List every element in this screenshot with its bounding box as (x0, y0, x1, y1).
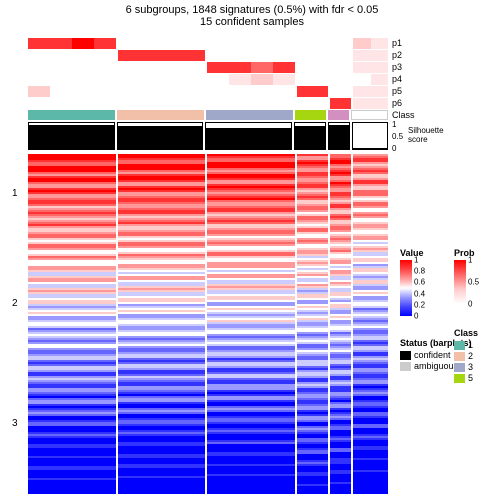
prob-label: p4 (392, 74, 402, 84)
silh-label: Silhouette score (408, 126, 458, 144)
value-legend: Value10.80.60.40.20 (400, 248, 424, 316)
class-legend: Class1235 (454, 328, 478, 384)
prob-label: p1 (392, 38, 402, 48)
y-label: 2 (12, 298, 18, 309)
prob-legend: Prob10.50 (454, 248, 475, 304)
prob-label: p6 (392, 98, 402, 108)
y-label: 3 (12, 418, 18, 429)
heatmap (28, 154, 388, 494)
chart-container: p1p2p3p4p5p6 Class 123 Value10.80.60.40.… (28, 38, 498, 498)
prob-label: p3 (392, 62, 402, 72)
chart-subtitle: 15 confident samples (0, 16, 504, 28)
class-annotation-bar: Class (28, 110, 388, 120)
chart-title: 6 subgroups, 1848 signatures (0.5%) with… (0, 0, 504, 16)
y-label: 1 (12, 188, 18, 199)
silhouette-track (28, 122, 388, 150)
prob-label: p2 (392, 50, 402, 60)
class-label: Class (392, 110, 415, 120)
prob-label: p5 (392, 86, 402, 96)
